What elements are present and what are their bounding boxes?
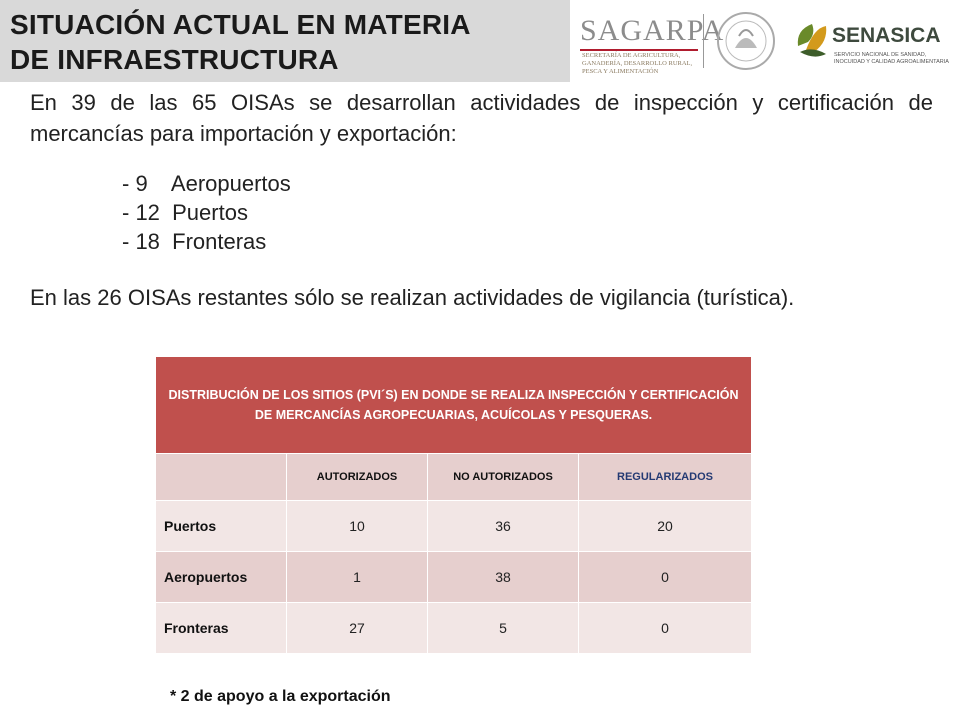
senasica-logo-text: SENASICA — [832, 24, 941, 47]
sagarpa-sub-line: PESCA Y ALIMENTACIÓN — [582, 68, 659, 75]
senasica-emblem-icon — [797, 24, 827, 57]
cell-autorizados: 10 — [286, 500, 428, 552]
intro-paragraph: En 39 de las 65 OISAs se desarrollan act… — [30, 90, 933, 146]
cell-regularizados: 20 — [578, 500, 752, 552]
distribution-table: DISTRIBUCIÓN DE LOS SITIOS (PVI´S) EN DO… — [155, 356, 752, 654]
footnote: * 2 de apoyo a la exportación — [170, 688, 391, 705]
table-column-headers: AUTORIZADOS NO AUTORIZADOS REGULARIZADOS — [155, 453, 752, 501]
table-title-row: DISTRIBUCIÓN DE LOS SITIOS (PVI´S) EN DO… — [155, 356, 752, 454]
title-banner: SITUACIÓN ACTUAL EN MATERIA DE INFRAESTR… — [0, 0, 570, 82]
sagarpa-sub-line: SECRETARÍA DE AGRICULTURA, — [582, 52, 681, 59]
senasica-sub-line: INOCUIDAD Y CALIDAD AGROALIMENTARIA — [834, 59, 949, 65]
cell-regularizados: 0 — [578, 602, 752, 654]
cell-regularizados: 0 — [578, 551, 752, 603]
table-title: DISTRIBUCIÓN DE LOS SITIOS (PVI´S) EN DO… — [155, 356, 752, 454]
page-title-line2: DE INFRAESTRUCTURA — [10, 44, 339, 75]
sagarpa-logo-text: SAGARPA — [580, 14, 725, 47]
row-label: Aeropuertos — [155, 551, 287, 603]
cell-no-autorizados: 36 — [427, 500, 579, 552]
logo-divider — [703, 14, 704, 68]
list-item: - 9 Aeropuertos — [122, 171, 291, 196]
cell-autorizados: 27 — [286, 602, 428, 654]
cell-autorizados: 1 — [286, 551, 428, 603]
table-row: Fronteras 27 5 0 — [155, 602, 752, 654]
cell-no-autorizados: 5 — [427, 602, 579, 654]
sagarpa-underline — [580, 49, 698, 51]
mexico-seal-icon — [717, 12, 775, 70]
table-row: Puertos 10 36 20 — [155, 500, 752, 552]
table-row: Aeropuertos 1 38 0 — [155, 551, 752, 603]
senasica-subtitle: SERVICIO NACIONAL DE SANIDAD, INOCUIDAD … — [834, 52, 949, 66]
column-header-no-autorizados: NO AUTORIZADOS — [427, 453, 579, 501]
column-header-regularizados: REGULARIZADOS — [578, 453, 752, 501]
row-label: Fronteras — [155, 602, 287, 654]
page-title-line1: SITUACIÓN ACTUAL EN MATERIA — [10, 9, 471, 40]
cell-no-autorizados: 38 — [427, 551, 579, 603]
sites-list: - 9 Aeropuertos - 12 Puertos - 18 Fronte… — [122, 169, 291, 256]
sagarpa-sub-line: GANADERÍA, DESARROLLO RURAL, — [582, 60, 693, 67]
sagarpa-subtitle: SECRETARÍA DE AGRICULTURA, GANADERÍA, DE… — [582, 52, 692, 76]
column-header-blank — [155, 453, 287, 501]
header-logos: SAGARPA SECRETARÍA DE AGRICULTURA, GANAD… — [570, 0, 960, 82]
list-item: - 18 Fronteras — [122, 229, 267, 254]
column-header-autorizados: AUTORIZADOS — [286, 453, 428, 501]
row-label: Puertos — [155, 500, 287, 552]
senasica-sub-line: SERVICIO NACIONAL DE SANIDAD, — [834, 52, 927, 58]
remaining-paragraph: En las 26 OISAs restantes sólo se realiz… — [30, 285, 795, 310]
list-item: - 12 Puertos — [122, 200, 248, 225]
